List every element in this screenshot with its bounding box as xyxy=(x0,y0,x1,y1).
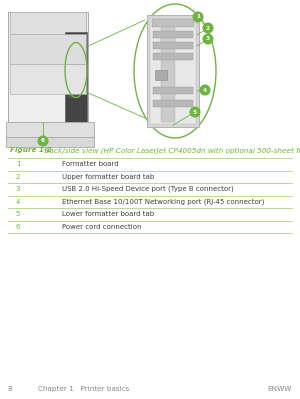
FancyBboxPatch shape xyxy=(67,64,81,69)
Circle shape xyxy=(193,12,203,22)
Text: 4: 4 xyxy=(203,87,207,93)
FancyBboxPatch shape xyxy=(153,53,193,60)
Text: Figure 1-2: Figure 1-2 xyxy=(10,147,52,153)
FancyBboxPatch shape xyxy=(10,12,86,34)
FancyBboxPatch shape xyxy=(153,100,193,107)
FancyBboxPatch shape xyxy=(67,54,81,59)
Text: 2: 2 xyxy=(16,174,20,180)
Text: 1: 1 xyxy=(196,14,200,20)
Circle shape xyxy=(202,34,214,45)
Circle shape xyxy=(190,107,200,117)
Text: 6: 6 xyxy=(16,224,20,230)
Text: 6: 6 xyxy=(41,138,45,144)
FancyBboxPatch shape xyxy=(6,137,94,147)
Text: Power cord connection: Power cord connection xyxy=(62,224,142,230)
Text: Upper formatter board tab: Upper formatter board tab xyxy=(62,174,154,180)
FancyBboxPatch shape xyxy=(153,87,193,94)
FancyBboxPatch shape xyxy=(10,34,86,64)
Text: 5: 5 xyxy=(193,109,197,115)
FancyBboxPatch shape xyxy=(152,19,194,27)
FancyBboxPatch shape xyxy=(153,31,193,38)
Text: 3: 3 xyxy=(206,36,210,41)
Text: 5: 5 xyxy=(16,211,20,217)
FancyBboxPatch shape xyxy=(161,20,175,122)
Text: Back/side view (HP Color LaserJet CP4005dn with optional 500-sheet feeder shown): Back/side view (HP Color LaserJet CP4005… xyxy=(40,147,300,154)
Text: 1: 1 xyxy=(16,161,20,167)
FancyBboxPatch shape xyxy=(67,38,81,43)
FancyBboxPatch shape xyxy=(65,32,87,122)
FancyBboxPatch shape xyxy=(6,122,94,137)
Text: USB 2.0 Hi-Speed Device port (Type B connector): USB 2.0 Hi-Speed Device port (Type B con… xyxy=(62,186,234,192)
Text: 3: 3 xyxy=(16,186,20,192)
Text: Ethernet Base 10/100T Networking port (RJ-45 connector): Ethernet Base 10/100T Networking port (R… xyxy=(62,198,264,205)
Text: ENWW: ENWW xyxy=(268,386,292,392)
Text: 2: 2 xyxy=(206,26,210,30)
FancyBboxPatch shape xyxy=(153,42,193,49)
FancyBboxPatch shape xyxy=(155,70,167,80)
Text: 4: 4 xyxy=(16,199,20,205)
FancyBboxPatch shape xyxy=(147,15,199,127)
FancyBboxPatch shape xyxy=(67,94,81,99)
FancyBboxPatch shape xyxy=(10,64,86,94)
Text: Lower formatter board tab: Lower formatter board tab xyxy=(62,211,154,217)
Circle shape xyxy=(200,85,211,95)
Text: 8: 8 xyxy=(8,386,13,392)
Text: Chapter 1   Printer basics: Chapter 1 Printer basics xyxy=(38,386,129,392)
Circle shape xyxy=(202,22,214,34)
FancyBboxPatch shape xyxy=(8,12,88,122)
FancyBboxPatch shape xyxy=(67,46,81,51)
FancyBboxPatch shape xyxy=(67,74,81,79)
FancyBboxPatch shape xyxy=(150,18,196,124)
FancyBboxPatch shape xyxy=(67,84,81,89)
Circle shape xyxy=(38,136,49,146)
Text: Formatter board: Formatter board xyxy=(62,161,118,167)
